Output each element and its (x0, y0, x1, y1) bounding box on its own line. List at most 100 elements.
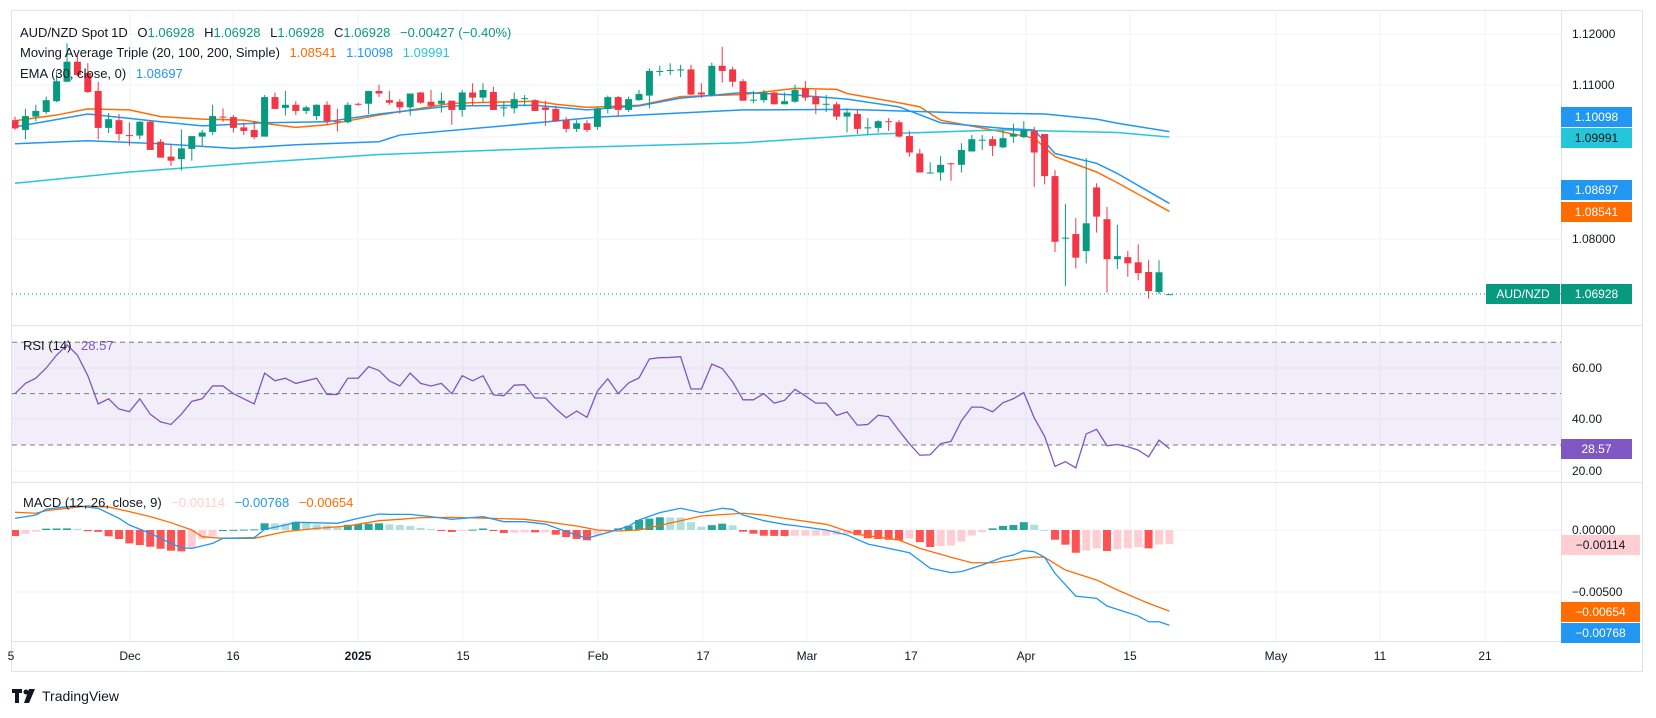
rsi-guides (12, 341, 1561, 446)
macd-histogram-bar (687, 522, 695, 530)
candle-body (531, 100, 539, 111)
macd-pane[interactable] (11, 505, 1174, 626)
candle-body (42, 100, 50, 112)
macd-histogram-bar (146, 530, 155, 547)
macd-histogram-bar (1061, 530, 1070, 545)
macd-histogram-bar (936, 530, 945, 547)
candle-body (739, 81, 747, 101)
macd-tick: 0.00000 (1572, 523, 1616, 537)
candle (1145, 260, 1153, 299)
candle (188, 136, 196, 161)
ema-label: EMA (30, close, 0) (20, 66, 127, 81)
candle-body (458, 92, 466, 110)
macd-histogram-bar (791, 530, 799, 536)
candle (261, 95, 269, 137)
macd-histogram-bar (343, 524, 352, 530)
macd-histogram-bar (1134, 530, 1143, 548)
candle (157, 139, 165, 158)
candle (1020, 121, 1028, 139)
macd-legend[interactable]: MACD (12, 26, close, 9) −0.00114 −0.0076… (23, 495, 359, 511)
macd-histogram-bar (250, 529, 259, 531)
candle (167, 144, 175, 166)
tradingview-logo[interactable]: TradingView (12, 688, 119, 704)
candle-body (448, 100, 456, 110)
open-value: 1.06928 (147, 25, 195, 40)
candle (562, 117, 570, 133)
macd-histogram-bar (905, 530, 914, 539)
macd-histogram-bar (718, 523, 727, 530)
candle (437, 92, 445, 113)
candle (489, 86, 497, 110)
candle-body (1134, 262, 1142, 274)
macd-histogram-bar (895, 530, 903, 541)
candle-body (427, 101, 435, 106)
macd-histogram-bar (562, 530, 571, 538)
candle-body (12, 120, 19, 129)
candle-body (271, 97, 279, 109)
candle (614, 96, 622, 117)
sma100-line (14, 108, 1170, 150)
candle (385, 90, 393, 105)
macd-histogram-bar (364, 523, 373, 530)
macd-histogram-bar (1082, 530, 1091, 551)
macd-histogram-bar (874, 530, 883, 539)
macd-histogram-bar (666, 517, 675, 530)
macd-histogram-bar (499, 530, 508, 534)
macd-histogram-bar (884, 530, 893, 540)
candle-body (302, 107, 310, 111)
candle (1093, 183, 1101, 233)
macd-histogram-bar (333, 526, 342, 530)
candle-body (136, 121, 144, 136)
macd-histogram-bar (1113, 530, 1122, 550)
low-value: 1.06928 (277, 25, 325, 40)
ma-triple-legend[interactable]: Moving Average Triple (20, 100, 200, Sim… (20, 45, 456, 61)
candle (417, 91, 425, 104)
ema-legend[interactable]: EMA (30, close, 0) 1.08697 (20, 66, 189, 82)
candle (510, 92, 518, 114)
candle-body (219, 116, 227, 118)
candle (957, 143, 965, 173)
candle (1072, 218, 1080, 269)
macd-histogram-bar (260, 523, 269, 530)
macd-histogram-bar (177, 530, 186, 552)
rsi-pane[interactable] (14, 343, 1170, 469)
macd-histogram-bar (1019, 522, 1028, 530)
candle (916, 148, 924, 173)
rsi-label: RSI (14) (23, 338, 72, 353)
time-tick: 17 (696, 649, 710, 663)
rsi-legend[interactable]: RSI (14) 28.57 (23, 338, 120, 354)
last-price-badge: 1.06928 (1561, 284, 1632, 304)
candle (1103, 206, 1111, 293)
macd-histogram-bar (915, 530, 924, 543)
candle (1061, 203, 1069, 286)
macd-histogram-bar (978, 530, 987, 533)
candle (115, 114, 123, 141)
candle (937, 156, 945, 181)
macd-histogram-bar (999, 525, 1007, 530)
macd-histogram-bar (707, 525, 716, 530)
macd-signal-badge: −0.00654 (1561, 602, 1640, 622)
candle (697, 83, 705, 99)
candle (1030, 126, 1038, 187)
macd-histogram-bar (676, 517, 685, 530)
price-pane[interactable] (12, 43, 1173, 299)
candle-body (365, 90, 373, 104)
candle (843, 108, 851, 133)
macd-histogram-bar (1092, 530, 1101, 549)
symbol-name[interactable]: AUD/NZD Spot (20, 25, 109, 40)
time-tick: May (1264, 649, 1288, 663)
sma100-price-badge: 1.10098 (1561, 107, 1632, 127)
interval[interactable]: 1D (111, 25, 128, 40)
candle (21, 108, 29, 140)
macd-histogram-bar (229, 529, 238, 531)
macd-histogram-bar (1030, 524, 1039, 530)
candle (1165, 294, 1173, 296)
candle-body (874, 121, 882, 128)
candle (323, 101, 331, 125)
candle-body (1165, 294, 1173, 296)
close-value: 1.06928 (343, 25, 391, 40)
candle-body (1072, 234, 1080, 258)
candle-body (261, 97, 269, 137)
candle-body (593, 108, 601, 127)
